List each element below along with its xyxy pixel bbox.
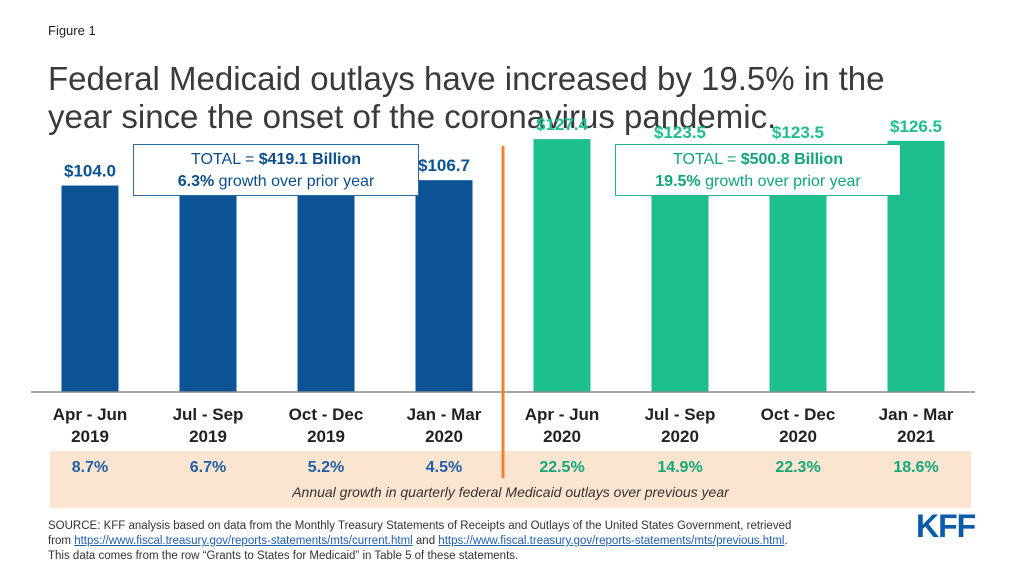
growth-value: 4.5%: [426, 459, 462, 476]
figure-label: Figure 1: [48, 23, 96, 38]
growth-line: 19.5% growth over prior year: [616, 171, 900, 193]
bar-value-label: $126.5: [890, 117, 942, 136]
x-tick-label-year: 2020: [543, 427, 581, 446]
growth-rate: 19.5%: [655, 173, 701, 190]
kff-logo: KFF: [916, 508, 976, 544]
x-tick-label-year: 2020: [661, 427, 699, 446]
total-box-post-pandemic: TOTAL = $500.8 Billion 19.5% growth over…: [615, 144, 901, 196]
source-note: SOURCE: KFF analysis based on data from …: [48, 519, 888, 564]
growth-rate: 6.3%: [177, 173, 215, 190]
total-line: TOTAL = $419.1 Billion: [134, 149, 418, 171]
source-and: and: [412, 535, 439, 547]
total-prefix: TOTAL =: [191, 151, 259, 168]
x-tick-label: Jul - Sep: [173, 405, 244, 424]
x-tick-label: Apr - Jun: [525, 405, 600, 424]
source-line-2: from https://www.fiscal.treasury.gov/rep…: [48, 535, 788, 547]
x-tick-label: Jul - Sep: [645, 405, 716, 424]
source-line-1: SOURCE: KFF analysis based on data from …: [48, 520, 792, 532]
x-tick-label: Apr - Jun: [53, 405, 128, 424]
bar: [415, 180, 473, 392]
growth-value: 18.6%: [893, 459, 938, 476]
growth-value: 8.7%: [72, 459, 108, 476]
growth-line: 6.3% growth over prior year: [134, 171, 418, 193]
total-line: TOTAL = $500.8 Billion: [616, 149, 900, 171]
growth-band: [50, 451, 971, 508]
growth-value: 14.9%: [657, 459, 702, 476]
x-tick-label-year: 2019: [307, 427, 345, 446]
total-prefix: TOTAL =: [673, 151, 741, 168]
growth-text: growth over prior year: [214, 173, 375, 190]
source-line-3: This data comes from the row “Grants to …: [48, 550, 519, 562]
bar-value-label: $123.5: [654, 123, 706, 142]
growth-value: 6.7%: [190, 459, 226, 476]
bar-value-label: $127.4: [536, 115, 589, 134]
growth-value: 22.3%: [775, 459, 820, 476]
growth-value: 5.2%: [308, 459, 344, 476]
bar-value-label: $123.5: [772, 123, 824, 142]
source-from: from: [48, 535, 75, 547]
growth-value: 22.5%: [539, 459, 584, 476]
x-tick-label: Oct - Dec: [761, 405, 836, 424]
source-link-current[interactable]: https://www.fiscal.treasury.gov/reports-…: [74, 535, 413, 547]
growth-text: growth over prior year: [700, 173, 861, 190]
x-tick-label-year: 2021: [897, 427, 935, 446]
bar: [533, 139, 591, 392]
bar: [297, 191, 355, 392]
growth-band-caption: Annual growth in quarterly federal Medic…: [292, 484, 729, 500]
bar-value-label: $106.7: [418, 156, 470, 175]
x-tick-label: Oct - Dec: [289, 405, 364, 424]
x-tick-label: Jan - Mar: [407, 405, 482, 424]
x-tick-label-year: 2019: [71, 427, 109, 446]
total-amount: $500.8 Billion: [740, 151, 843, 168]
x-tick-label: Jan - Mar: [879, 405, 954, 424]
bar: [179, 178, 237, 392]
x-tick-label-year: 2019: [189, 427, 227, 446]
source-link-previous[interactable]: https://www.fiscal.treasury.gov/reports-…: [438, 535, 785, 547]
chart-title: Federal Medicaid outlays have increased …: [48, 60, 885, 135]
x-tick-label-year: 2020: [779, 427, 817, 446]
bar-value-label: $104.0: [64, 162, 116, 181]
total-box-pre-pandemic: TOTAL = $419.1 Billion 6.3% growth over …: [133, 144, 419, 196]
bar: [61, 185, 119, 392]
total-amount: $419.1 Billion: [258, 151, 361, 168]
x-tick-label-year: 2020: [425, 427, 463, 446]
